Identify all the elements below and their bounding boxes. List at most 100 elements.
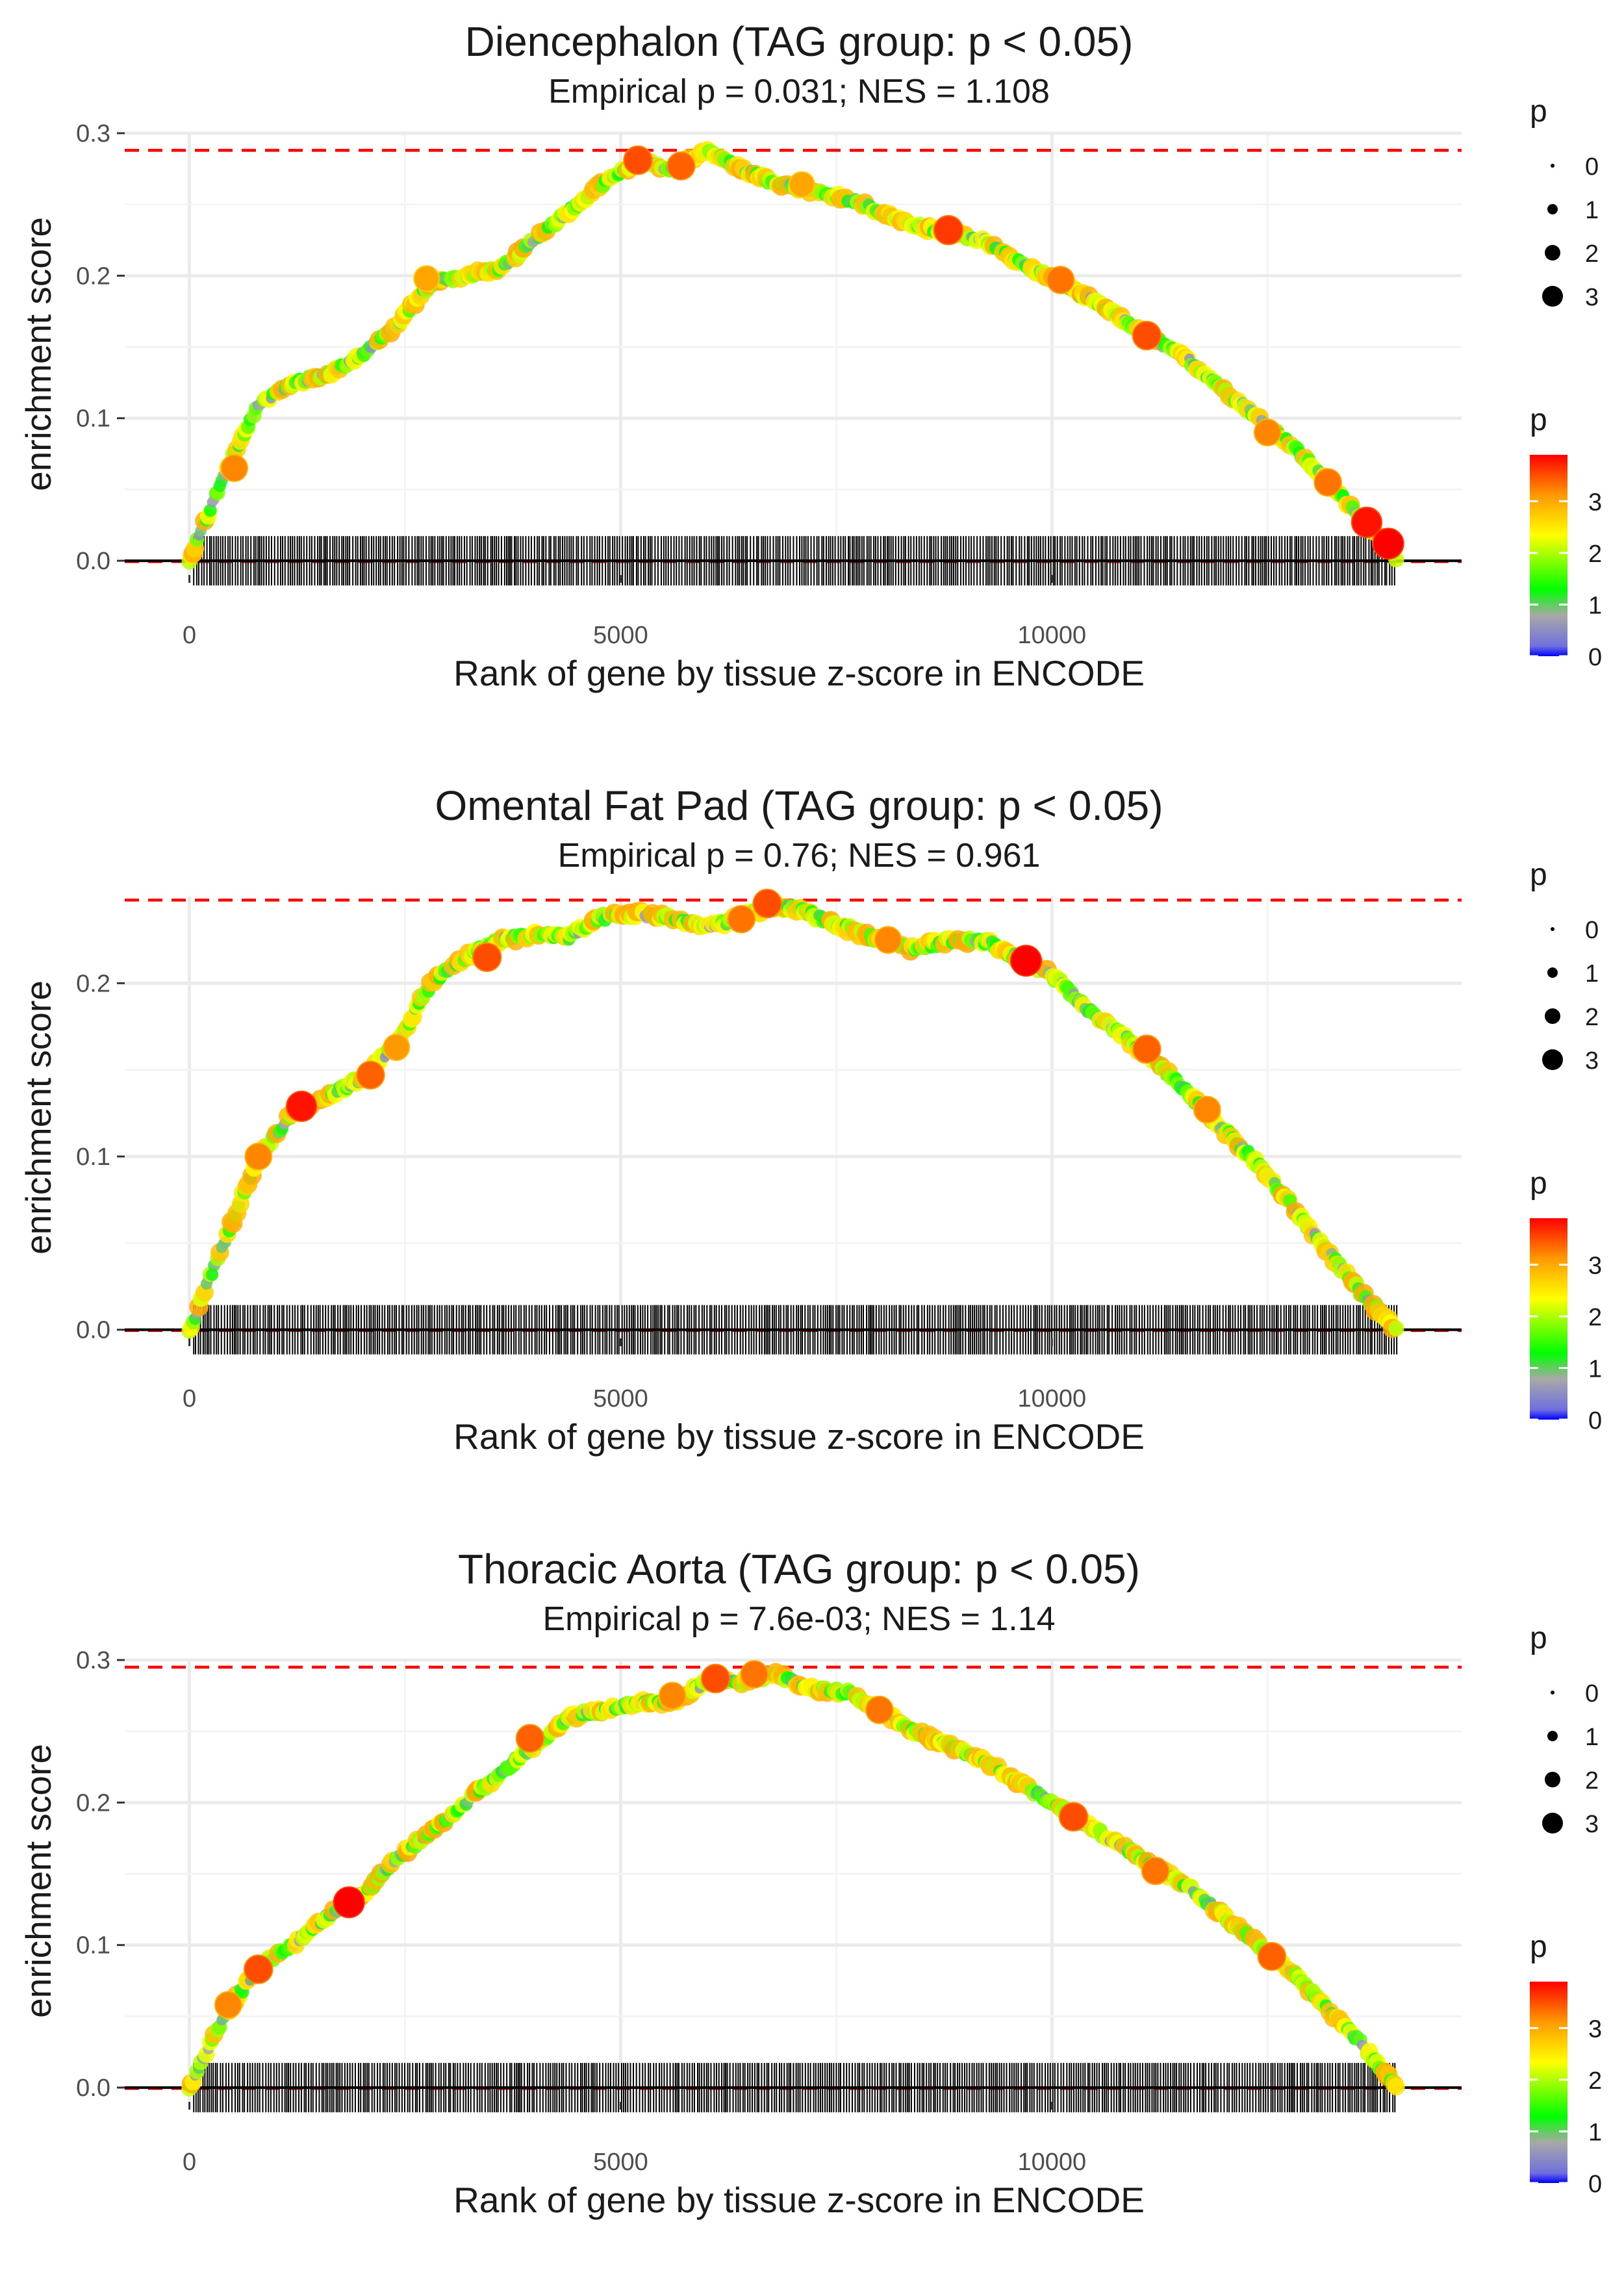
highlighted-enrichment-point xyxy=(1046,266,1075,294)
x-tick-label: 0 xyxy=(183,1385,196,1412)
gridlines xyxy=(125,131,1462,575)
highlighted-enrichment-point xyxy=(1313,468,1343,497)
size-legend-label: 1 xyxy=(1585,1724,1599,1751)
highlighted-enrichment-point xyxy=(1132,320,1162,351)
highlighted-enrichment-point xyxy=(333,1886,365,1919)
chart-title: Thoracic Aorta (TAG group: p < 0.05) xyxy=(458,1546,1140,1592)
highlighted-enrichment-point xyxy=(1132,1034,1161,1064)
highlighted-enrichment-point xyxy=(1351,506,1383,538)
size-legend: p 0 1 2 3 xyxy=(1530,94,1599,311)
chart-title: Omental Fat Pad (TAG group: p < 0.05) xyxy=(435,782,1163,829)
y-tick-label: 0.0 xyxy=(76,2075,110,2102)
highlighted-enrichment-point xyxy=(874,926,902,954)
x-axis-label: Rank of gene by tissue z-score in ENCODE xyxy=(453,1416,1145,1457)
chart-subtitle: Empirical p = 7.6e-03; NES = 1.14 xyxy=(542,1600,1055,1638)
highlighted-enrichment-point xyxy=(1009,945,1043,977)
color-legend-bar xyxy=(1530,1218,1567,1420)
chart-title: Diencephalon (TAG group: p < 0.05) xyxy=(465,18,1134,65)
highlighted-enrichment-point xyxy=(865,1695,894,1724)
highlighted-enrichment-point xyxy=(1193,1095,1221,1124)
highlighted-enrichment-point xyxy=(740,1660,769,1689)
size-legend-dot xyxy=(1542,1813,1563,1833)
size-legend-dot xyxy=(1547,967,1558,978)
size-legend-title: p xyxy=(1530,94,1547,129)
highlighted-enrichment-point xyxy=(356,1060,385,1090)
highlighted-enrichment-point xyxy=(666,151,696,181)
gridlines xyxy=(125,897,1462,1338)
x-tick-label: 5000 xyxy=(593,1385,648,1412)
color-legend: p 0 1 2 3 xyxy=(1530,1930,1602,2198)
size-legend-label: 2 xyxy=(1585,1004,1599,1031)
highlighted-enrichment-point xyxy=(244,1142,273,1171)
size-legend-dot xyxy=(1542,286,1563,307)
size-legend: p 0 1 2 3 xyxy=(1530,858,1599,1075)
x-tick-label: 0 xyxy=(183,622,196,649)
highlighted-enrichment-point xyxy=(244,1954,273,1984)
size-legend-label: 2 xyxy=(1585,1767,1599,1795)
size-legend-label: 0 xyxy=(1585,1680,1599,1707)
size-legend-label: 3 xyxy=(1585,1811,1599,1838)
highlighted-enrichment-point xyxy=(286,1090,318,1122)
color-legend-label: 1 xyxy=(1588,593,1602,620)
color-legend-bar xyxy=(1530,1982,1567,2183)
enrichment-curve xyxy=(181,141,1404,570)
enrichment-point xyxy=(1387,2078,1405,2096)
size-legend-label: 1 xyxy=(1585,960,1599,988)
color-legend: p 0 1 2 3 xyxy=(1530,1166,1602,1435)
y-tick-label: 0.3 xyxy=(76,120,110,147)
highlighted-enrichment-point xyxy=(383,1034,411,1061)
highlighted-enrichment-point xyxy=(1058,1802,1089,1832)
chart-subtitle: Empirical p = 0.76; NES = 0.961 xyxy=(558,837,1041,875)
size-legend: p 0 1 2 3 xyxy=(1530,1621,1599,1838)
y-tick-label: 0.2 xyxy=(76,970,110,997)
size-legend-dot xyxy=(1545,1008,1560,1024)
highlighted-enrichment-point xyxy=(727,904,756,934)
color-legend-label: 0 xyxy=(1588,1407,1602,1435)
size-legend-title: p xyxy=(1530,858,1547,892)
y-tick-label: 0.1 xyxy=(76,1932,110,1960)
color-legend-label: 3 xyxy=(1588,2016,1602,2043)
size-legend-title: p xyxy=(1530,1621,1547,1655)
x-axis-label: Rank of gene by tissue z-score in ENCODE xyxy=(453,2180,1145,2220)
highlighted-enrichment-point xyxy=(933,214,964,246)
highlighted-enrichment-point xyxy=(472,942,502,973)
y-tick-label: 0.2 xyxy=(76,1789,110,1817)
enrichment-curve xyxy=(181,888,1404,1339)
size-legend-dot xyxy=(1545,1772,1560,1787)
color-legend-label: 0 xyxy=(1588,2171,1602,2198)
size-legend-label: 3 xyxy=(1585,284,1599,311)
highlighted-enrichment-point xyxy=(658,1681,687,1710)
y-axis-label: enrichment score xyxy=(18,1744,58,2018)
size-legend-dot xyxy=(1545,245,1560,261)
y-tick-label: 0.1 xyxy=(76,1143,110,1171)
size-legend-label: 3 xyxy=(1585,1047,1599,1075)
size-legend-dot xyxy=(1551,927,1554,931)
color-legend: p 0 1 2 3 xyxy=(1530,403,1602,671)
chart-panel-1: Diencephalon (TAG group: p < 0.05) Empiri… xyxy=(18,18,1602,693)
chart-subtitle: Empirical p = 0.031; NES = 1.108 xyxy=(548,73,1050,110)
x-tick-label: 0 xyxy=(183,2149,196,2176)
size-legend-dot xyxy=(1547,1731,1558,1741)
highlighted-enrichment-point xyxy=(220,454,249,482)
highlighted-enrichment-point xyxy=(1257,1941,1287,1971)
color-legend-bar xyxy=(1530,455,1567,656)
y-axis-label: enrichment score xyxy=(18,217,58,491)
chart-panel-2: Omental Fat Pad (TAG group: p < 0.05) Emp… xyxy=(18,782,1602,1457)
y-tick-label: 0.3 xyxy=(76,1647,110,1674)
highlighted-enrichment-point xyxy=(788,171,815,198)
x-tick-label: 10000 xyxy=(1017,622,1086,649)
highlighted-enrichment-point xyxy=(515,1724,545,1753)
size-legend-label: 1 xyxy=(1585,197,1599,224)
color-legend-title: p xyxy=(1530,1166,1547,1201)
x-tick-label: 5000 xyxy=(593,622,648,649)
size-legend-dot xyxy=(1551,1691,1554,1694)
size-legend-label: 2 xyxy=(1585,240,1599,268)
y-axis-label: enrichment score xyxy=(18,980,58,1255)
x-axis-label: Rank of gene by tissue z-score in ENCODE xyxy=(453,653,1145,693)
highlighted-enrichment-point xyxy=(700,1663,731,1694)
highlighted-enrichment-point xyxy=(623,145,653,175)
highlighted-enrichment-point xyxy=(752,888,782,919)
gridlines xyxy=(125,1658,1462,2102)
y-tick-label: 0.1 xyxy=(76,405,110,433)
